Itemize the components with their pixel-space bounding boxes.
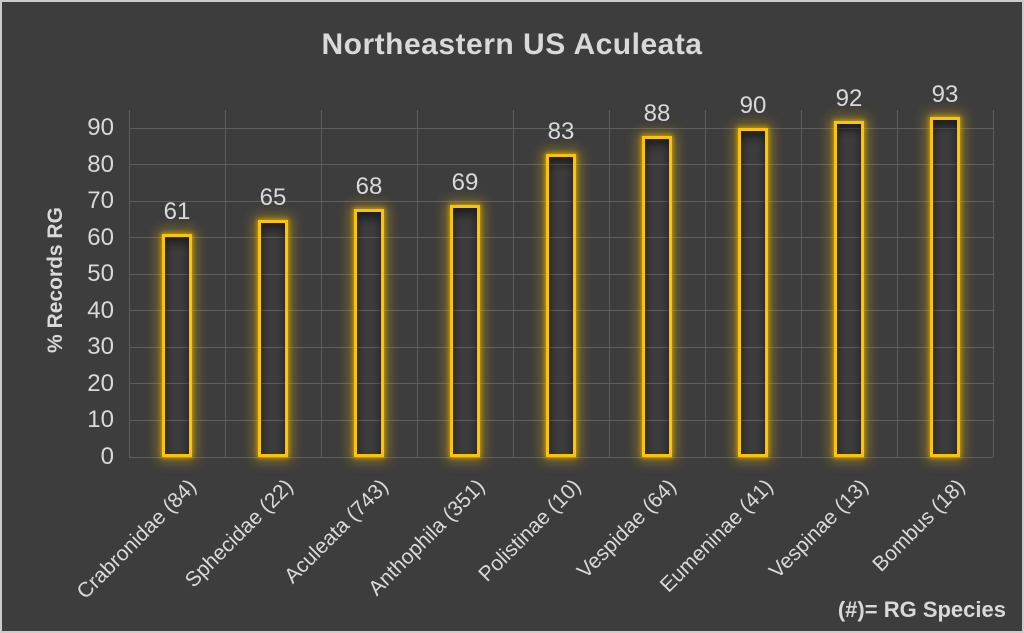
y-tick-label-50: 50 (87, 260, 114, 288)
y-tick-label-70: 70 (87, 187, 114, 215)
bar-vespinae-13 (834, 120, 864, 457)
y-gridline-30 (129, 346, 993, 348)
bar-value-label: 93 (931, 81, 959, 109)
y-gridline-90 (129, 127, 993, 129)
x-gridline-7 (800, 110, 802, 457)
bar-value-label: 61 (163, 198, 191, 226)
bar-eumeninae-41 (738, 128, 768, 457)
x-gridline-2 (320, 110, 322, 457)
x-category-label: Vespinae (13) (765, 475, 874, 583)
y-gridline-80 (129, 164, 993, 166)
x-gridline-6 (704, 110, 706, 457)
x-gridline-5 (608, 110, 610, 457)
x-gridline-3 (416, 110, 418, 457)
y-tick-label-80: 80 (87, 150, 114, 178)
y-gridline-50 (129, 273, 993, 275)
y-gridline-10 (129, 419, 993, 421)
y-gridline-0 (129, 456, 993, 458)
bar-crabronidae-84 (162, 234, 192, 457)
bar-value-label: 92 (835, 84, 863, 112)
y-gridline-40 (129, 310, 993, 312)
bar-value-label: 88 (643, 99, 671, 127)
bar-value-label: 90 (739, 92, 767, 120)
bar-value-label: 68 (355, 172, 383, 200)
x-gridline-4 (512, 110, 514, 457)
y-gridline-60 (129, 237, 993, 239)
x-category-label: Vespidae (64) (573, 475, 682, 583)
x-gridline-9 (992, 110, 994, 457)
bar-vespidae-64 (642, 135, 672, 457)
y-tick-label-90: 90 (87, 114, 114, 142)
x-category-label: Crabronidae (84) (72, 475, 202, 604)
x-category-label: Bombus (18) (867, 475, 970, 577)
bar-sphecidae-22 (258, 219, 288, 457)
bar-value-label: 83 (547, 117, 575, 145)
bar-value-label: 65 (259, 183, 287, 211)
y-tick-label-20: 20 (87, 369, 114, 397)
bar-polistinae-10 (546, 153, 576, 457)
y-tick-label-60: 60 (87, 223, 114, 251)
x-gridline-8 (896, 110, 898, 457)
y-gridline-20 (129, 383, 993, 385)
y-gridline-70 (129, 200, 993, 202)
chart-title: Northeastern US Aculeata (321, 28, 703, 61)
bar-anthophila-351 (450, 204, 480, 457)
x-gridline-1 (224, 110, 226, 457)
y-axis-line (128, 110, 130, 457)
y-tick-label-40: 40 (87, 296, 114, 324)
y-tick-label-10: 10 (87, 406, 114, 434)
y-tick-label-30: 30 (87, 333, 114, 361)
bar-value-label: 69 (451, 168, 479, 196)
bar-bombus-18 (930, 117, 960, 457)
rg-species-note: (#)= RG Species (837, 597, 1006, 622)
y-tick-label-0: 0 (100, 443, 114, 470)
x-category-label: Polistinae (10) (474, 475, 586, 587)
bar-aculeata-743 (354, 208, 384, 457)
plot-area (128, 110, 994, 458)
